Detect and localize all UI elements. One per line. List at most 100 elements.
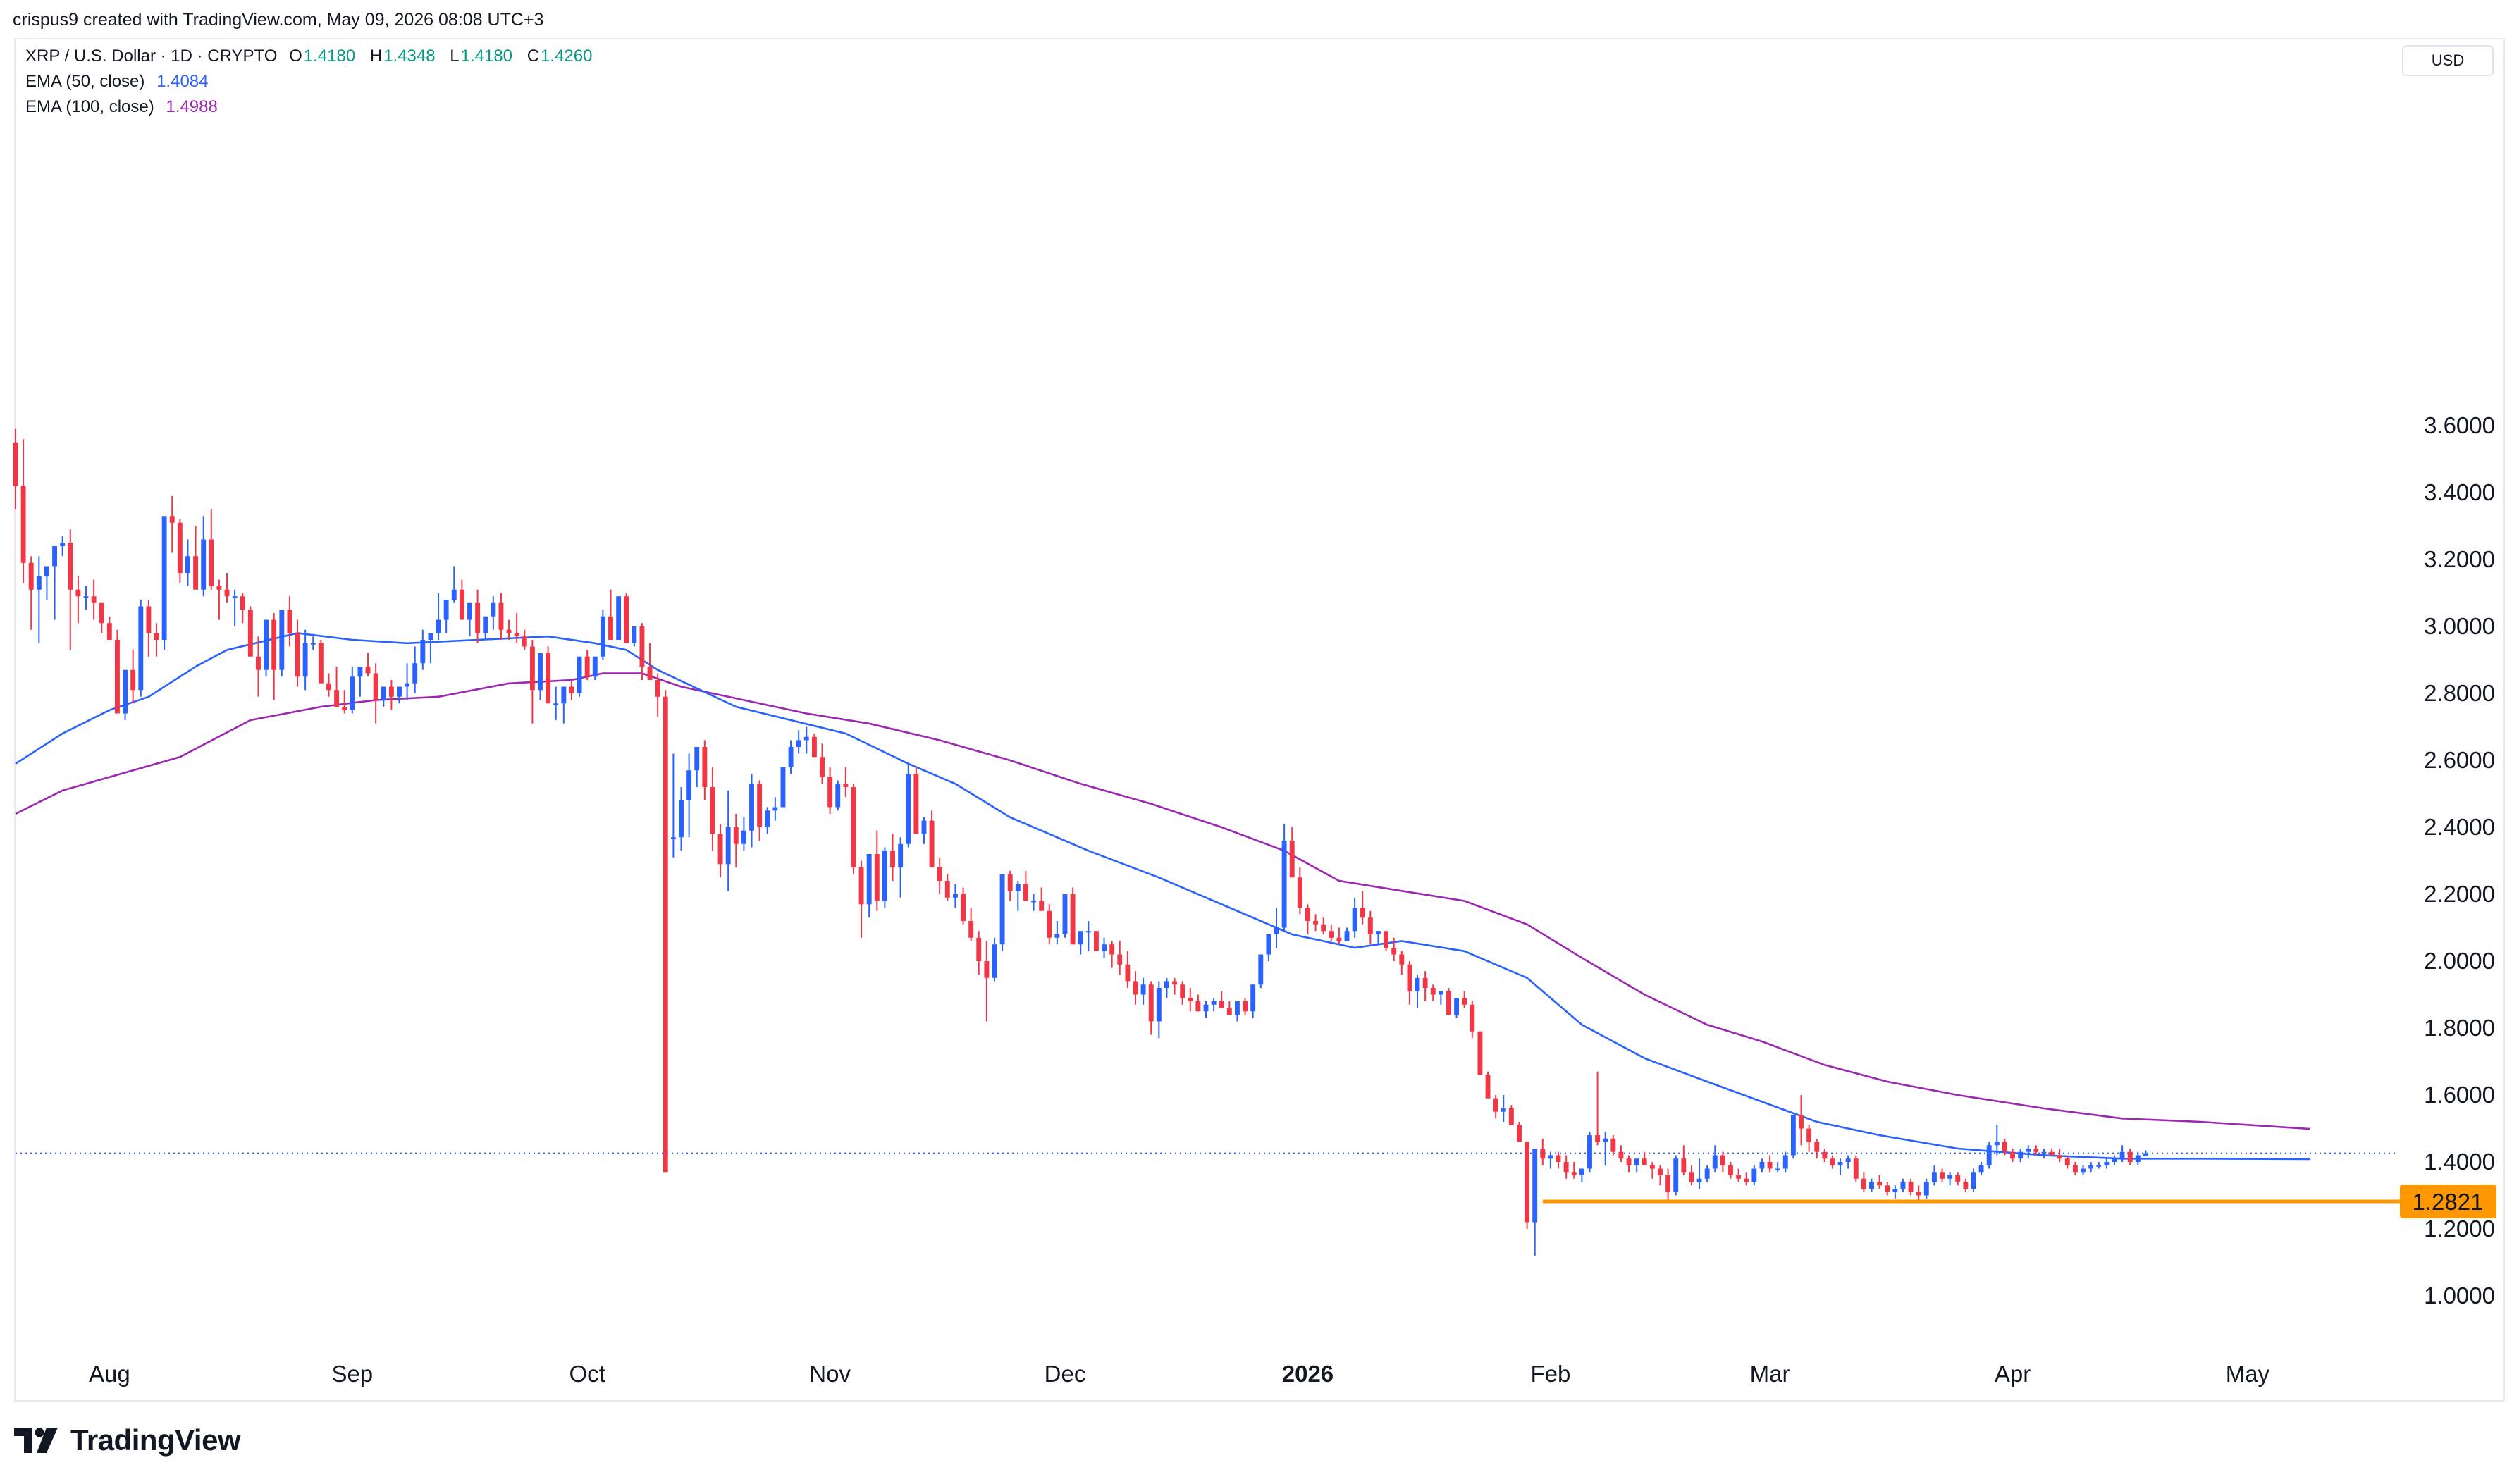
candle-body <box>1830 1158 1835 1165</box>
candle <box>1148 981 1154 1035</box>
candle <box>467 602 472 637</box>
candle-body <box>1477 1031 1483 1075</box>
candle-body <box>1172 981 1177 985</box>
candle-body <box>1156 988 1162 1022</box>
x-tick-label: Aug <box>89 1361 130 1387</box>
candle <box>1931 1165 1937 1186</box>
candle-body <box>976 937 982 961</box>
candle-body <box>1039 901 1045 911</box>
candle-body <box>1963 1182 1969 1189</box>
candle <box>247 606 253 657</box>
candle-body <box>498 602 504 630</box>
candle <box>185 539 190 586</box>
candle <box>772 797 778 821</box>
candle <box>1078 931 1083 955</box>
candle-body <box>1031 901 1036 903</box>
support-price-label: 1.2821 <box>2413 1189 2484 1215</box>
candle-body <box>733 827 739 844</box>
candle <box>827 767 833 814</box>
support-line[interactable]: 1.2821 <box>1542 1185 2496 1219</box>
support-price-badge <box>2400 1185 2496 1219</box>
x-tick-label: Nov <box>809 1361 851 1387</box>
candle-body <box>820 757 825 777</box>
candle <box>1313 914 1319 932</box>
candle-body <box>185 556 190 573</box>
candle-body <box>13 442 18 486</box>
x-tick-label: 2026 <box>1282 1361 1334 1387</box>
ema-100-path <box>15 672 2310 1130</box>
candle-body <box>592 656 598 677</box>
y-tick-label: 3.6000 <box>2424 412 2495 438</box>
candle <box>1399 951 1405 975</box>
candle <box>232 589 238 626</box>
candle <box>1587 1132 1592 1173</box>
candle-body <box>75 589 81 597</box>
candle-body <box>632 626 637 643</box>
candle <box>906 763 911 848</box>
candle-body <box>1994 1142 2000 1146</box>
candle-body <box>334 690 340 707</box>
candle <box>937 857 942 894</box>
candle <box>1861 1172 1866 1192</box>
candle <box>1971 1168 1976 1192</box>
candle <box>538 653 543 700</box>
candle <box>1274 908 1279 948</box>
candle <box>1923 1178 1929 1199</box>
candle <box>2127 1149 2133 1165</box>
candle <box>1258 954 1264 988</box>
candle-body <box>1822 1151 1828 1159</box>
candle-body <box>921 820 927 834</box>
candle <box>436 593 441 640</box>
candle-body <box>952 894 958 898</box>
candle <box>68 529 73 650</box>
x-tick-label: May <box>2226 1361 2270 1387</box>
candle <box>1438 991 1443 1005</box>
candle <box>1446 988 1451 1015</box>
candle <box>1806 1125 1812 1152</box>
candle-body <box>146 606 152 633</box>
candle-body <box>177 522 183 573</box>
candle <box>1297 867 1302 915</box>
candle-body <box>1508 1108 1514 1125</box>
chart-panel[interactable] <box>14 38 2505 1402</box>
candle-body <box>608 616 613 640</box>
candle-body <box>68 543 73 590</box>
tradingview-logo[interactable]: TradingView <box>14 1423 241 1457</box>
candle <box>1117 941 1123 975</box>
y-axis: 3.6000 3.4000 3.2000 3.0000 2.8000 2.6000 2.40… <box>2424 412 2495 1309</box>
y-tick-label: 2.6000 <box>2424 747 2495 773</box>
candle <box>1712 1145 1718 1173</box>
candle-body <box>373 673 378 700</box>
candle <box>1508 1105 1514 1125</box>
candle <box>1517 1122 1522 1142</box>
candle-body <box>169 516 175 523</box>
legend-ema100-row[interactable]: EMA (100, close) 1.4988 <box>25 97 225 117</box>
candle-body <box>1861 1178 1866 1189</box>
candle-body <box>1806 1128 1812 1142</box>
candle-body <box>1180 984 1185 998</box>
candle <box>1015 881 1021 911</box>
symbol-title[interactable]: XRP / U.S. Dollar · 1D · CRYPTO <box>25 47 278 66</box>
candle <box>1102 937 1107 958</box>
price-chart[interactable]: 3.6000 3.4000 3.2000 3.0000 2.8000 2.6000 2.40… <box>0 0 2519 1416</box>
candle-body <box>302 643 308 677</box>
candle-body <box>584 656 590 677</box>
candle <box>498 593 504 640</box>
legend-ema50-row[interactable]: EMA (50, close) 1.4084 <box>25 72 215 92</box>
candle-body <box>1947 1175 1953 1179</box>
candle <box>1062 894 1068 938</box>
candle <box>725 790 731 891</box>
y-tick-label: 1.4000 <box>2424 1149 2495 1175</box>
candle-body <box>264 619 269 670</box>
candle-body <box>1485 1075 1491 1099</box>
currency-button[interactable]: USD <box>2402 45 2494 76</box>
candle <box>1031 894 1036 911</box>
candle-body <box>193 556 199 590</box>
ema50-value: 1.4084 <box>156 72 209 91</box>
candle <box>2010 1149 2015 1162</box>
candle <box>546 646 551 704</box>
candle-body <box>420 640 426 664</box>
candle <box>1900 1178 1906 1192</box>
candle <box>44 566 49 600</box>
candle-body <box>388 686 394 697</box>
